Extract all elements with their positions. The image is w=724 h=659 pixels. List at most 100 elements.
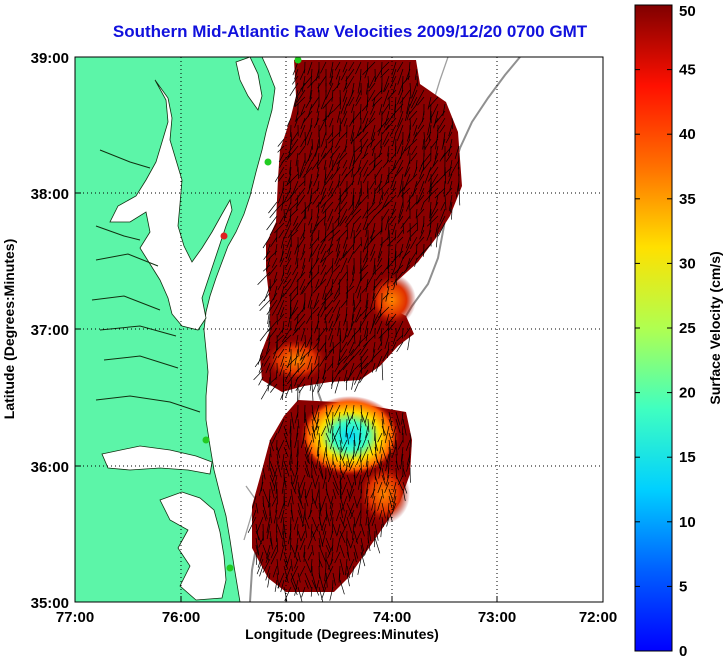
velocity-vector [380, 117, 383, 128]
velocity-vector [307, 194, 313, 212]
velocity-vector [301, 201, 313, 214]
velocity-vector [416, 250, 425, 260]
slow-current-zone [300, 396, 400, 476]
velocity-vector [325, 320, 327, 332]
velocity-vector [307, 369, 313, 380]
velocity-vector [310, 222, 313, 233]
velocity-vector [374, 180, 383, 193]
velocity-vector [293, 544, 299, 558]
velocity-vector [294, 243, 299, 255]
velocity-vector [283, 425, 288, 436]
radar-station [220, 232, 228, 240]
velocity-vector [444, 166, 447, 184]
velocity-vector [311, 530, 316, 542]
velocity-vector [276, 327, 285, 338]
velocity-vector [251, 509, 257, 521]
velocity-vector [415, 208, 418, 219]
velocity-vector [353, 110, 355, 124]
velocity-vector [387, 250, 390, 268]
velocity-vector [382, 89, 390, 107]
radar-station [226, 564, 234, 572]
velocity-vector [362, 236, 369, 253]
velocity-vector [292, 75, 299, 85]
velocity-vector [295, 187, 306, 201]
velocity-vector [333, 82, 341, 92]
velocity-vector [380, 222, 383, 235]
velocity-vector [318, 467, 324, 480]
velocity-vector [402, 488, 406, 501]
velocity-vector [289, 537, 292, 551]
velocity-vector [352, 152, 362, 166]
velocity-vector [269, 292, 278, 305]
velocity-vector [340, 194, 348, 205]
velocity-vector [290, 509, 294, 522]
velocity-vector [297, 488, 302, 505]
velocity-vector [346, 516, 353, 534]
velocity-vector [346, 572, 350, 587]
velocity-vector [353, 145, 355, 163]
velocity-vector [284, 201, 292, 219]
velocity-vector [255, 502, 259, 514]
velocity-vector [286, 243, 292, 259]
velocity-vector [260, 383, 271, 400]
velocity-vector [294, 96, 299, 107]
velocity-vector [316, 103, 320, 114]
velocity-vector [397, 89, 404, 105]
velocity-vector [398, 474, 404, 486]
velocity-vector [283, 432, 290, 450]
velocity-vector [343, 117, 348, 127]
velocity-vector [388, 446, 391, 461]
velocity-vector [359, 306, 369, 317]
velocity-vector [311, 159, 320, 171]
velocity-vector [339, 558, 345, 575]
velocity-vector [339, 327, 342, 342]
velocity-vector [428, 124, 432, 141]
velocity-vector [364, 68, 369, 79]
velocity-vector [277, 572, 285, 589]
velocity-vector [411, 145, 418, 156]
velocity-vector [348, 558, 355, 570]
velocity-vector [278, 173, 285, 182]
velocity-vector [316, 425, 320, 436]
velocity-vector [448, 138, 453, 156]
velocity-vector [303, 544, 306, 558]
velocity-vector [359, 271, 369, 282]
velocity-vector [301, 586, 306, 598]
velocity-vector [339, 579, 345, 595]
velocity-vector [355, 194, 362, 208]
velocity-vector [339, 250, 348, 261]
velocity-vector [385, 313, 390, 326]
velocity-vector [300, 530, 306, 541]
velocity-vector [346, 474, 353, 489]
velocity-vector [400, 215, 411, 229]
velocity-vector [388, 432, 394, 448]
velocity-vector [357, 558, 362, 575]
velocity-vector [296, 82, 306, 98]
velocity-vector [404, 159, 411, 177]
velocity-vector [402, 327, 404, 339]
velocity-vector [267, 306, 271, 324]
velocity-vector [381, 208, 390, 222]
velocity-vector [360, 544, 364, 557]
velocity-vector [327, 208, 334, 222]
velocity-vector [277, 145, 285, 153]
velocity-vector [364, 488, 369, 505]
x-tick-label: 73:00 [478, 609, 516, 626]
velocity-vector [388, 488, 394, 504]
velocity-vector [324, 313, 327, 324]
velocity-vector [388, 152, 397, 163]
velocity-vector [304, 201, 307, 219]
velocity-vector [265, 362, 271, 374]
velocity-vector [304, 446, 310, 465]
velocity-vector [336, 537, 341, 553]
velocity-vector [269, 530, 273, 547]
velocity-vector [282, 376, 285, 387]
velocity-vector [405, 201, 411, 212]
velocity-vector [308, 250, 313, 262]
velocity-vector [323, 159, 327, 170]
velocity-vector [372, 285, 376, 299]
velocity-vector [272, 348, 278, 359]
velocity-vector [365, 208, 376, 219]
velocity-vector [410, 96, 418, 109]
